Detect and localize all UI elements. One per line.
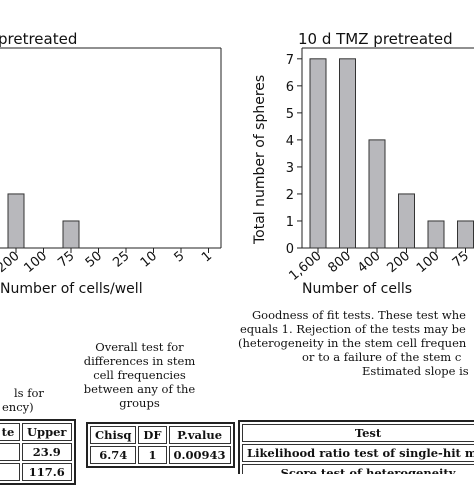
left-bar (7, 193, 25, 249)
overall-header-cell: P.value (168, 426, 231, 444)
ci-header-cell: Upper (22, 423, 72, 441)
goodness-row-cell: Score test of heterogeneity (242, 464, 474, 474)
right-bar (457, 220, 474, 249)
overall-text-line: cell frequencies (93, 368, 186, 382)
right-bars (309, 58, 474, 249)
right-bar (368, 139, 386, 249)
right-x-tick-label: 800 (325, 249, 354, 276)
right-x-axis-label: Number of cells (302, 281, 412, 297)
overall-text-line: between any of the (83, 382, 196, 396)
right-y-tick-label: 7 (286, 53, 294, 68)
ci-cell (0, 463, 20, 481)
left-x-axis-label: Number of cells/well (0, 281, 143, 297)
right-x-tick-label: 200 (384, 249, 413, 276)
left-x-tick-label: 200 (0, 249, 23, 276)
left-x-tick-label: 5 (172, 249, 188, 266)
overall-header-cell: DF (138, 426, 167, 444)
ci-table: te Upper 23.9 117.6 (0, 419, 76, 485)
left-x-tick-label: 10 (138, 249, 160, 271)
right-x-tick-label: 400 (355, 249, 384, 276)
ci-text-line: ency) (2, 400, 34, 414)
right-bar (398, 193, 415, 249)
right-y-tick-label: 4 (286, 134, 294, 149)
overall-header-cell: Chisq (90, 426, 137, 444)
goodness-fit-text: Goodness of fit tests. These test whe eq… (232, 308, 474, 378)
ci-cell: 117.6 (22, 463, 72, 481)
right-bar (427, 220, 445, 249)
left-x-tick-label: 50 (83, 249, 105, 271)
goodness-text-line: Estimated slope is (362, 364, 469, 378)
overall-text-line: groups (119, 396, 160, 410)
right-bar (309, 58, 327, 249)
left-x-tick-label: 100 (21, 249, 50, 276)
left-x-tick-label: 25 (110, 249, 132, 271)
ci-header-cell: te (0, 423, 20, 441)
right-y-tick-label: 0 (286, 242, 294, 257)
goodness-text-line: or to a failure of the stem c (302, 350, 462, 364)
left-x-tick-label: 75 (55, 249, 77, 271)
right-x-tick-label: 100 (414, 249, 443, 276)
right-y-tick-label: 3 (286, 161, 294, 176)
ci-cell (0, 443, 20, 461)
right-x-tick-label: 75 (450, 249, 472, 271)
left-plot-frame (0, 47, 222, 249)
goodness-text-line: Goodness of fit tests. These test whe (252, 308, 466, 322)
ci-text: ls for ency) (0, 386, 44, 414)
overall-text-line: differences in stem (83, 354, 196, 368)
right-chart-title: 10 d TMZ pretreated (298, 30, 453, 48)
ci-cell: 23.9 (22, 443, 72, 461)
goodness-text-line: (heterogeneity in the stem cell frequen (238, 336, 467, 350)
right-y-tick-label: 5 (286, 107, 294, 122)
overall-test-table: Chisq DF P.value 6.74 1 0.00943 (86, 422, 235, 468)
right-y-tick-labels: 0 1 2 3 4 5 6 7 (286, 53, 302, 257)
overall-value-cell: 0.00943 (168, 446, 231, 464)
left-chart-title: pretreated (0, 30, 77, 48)
right-y-tick-label: 6 (286, 80, 294, 95)
right-bar (339, 58, 356, 249)
right-y-tick-label: 1 (286, 215, 294, 230)
goodness-header-cell: Test (242, 424, 474, 442)
ci-text-line: ls for (14, 386, 44, 400)
goodness-fit-table: Test Likelihood ratio test of single-hit… (238, 420, 474, 474)
overall-value-cell: 1 (138, 446, 167, 464)
right-y-tick-label: 2 (286, 188, 294, 203)
goodness-table-clip: Test Likelihood ratio test of single-hit… (238, 420, 474, 474)
overall-value-cell: 6.74 (90, 446, 137, 464)
left-bars (7, 193, 80, 249)
left-x-tick-label: 1 (199, 249, 215, 266)
left-bar (62, 220, 80, 249)
right-y-axis-label: Total number of spheres (252, 75, 268, 245)
overall-test-text: Overall test for differences in stem cel… (82, 340, 197, 410)
right-plot-frame (301, 47, 474, 249)
goodness-text-line: equals 1. Rejection of the tests may be (240, 322, 466, 336)
right-x-tick-labels: 1,600 800 400 200 100 75 (286, 248, 472, 284)
overall-text-line: Overall test for (95, 340, 184, 354)
goodness-row-cell: Likelihood ratio test of single-hit m (242, 444, 474, 462)
